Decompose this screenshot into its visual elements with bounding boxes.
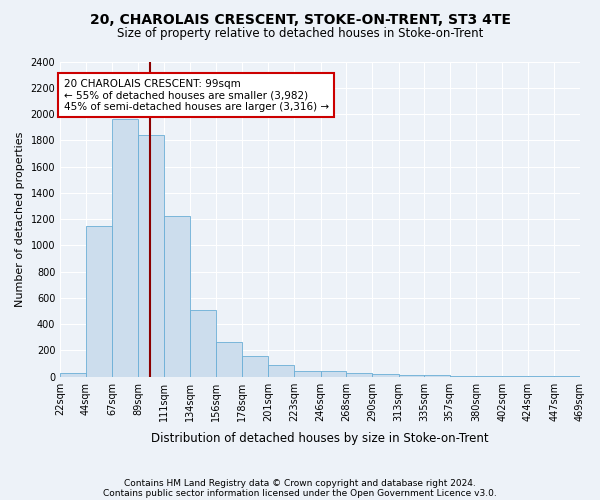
Bar <box>398 374 424 376</box>
Bar <box>320 372 346 376</box>
Text: Contains public sector information licensed under the Open Government Licence v3: Contains public sector information licen… <box>103 488 497 498</box>
Bar <box>242 356 268 376</box>
Bar <box>60 372 86 376</box>
Bar <box>164 216 190 376</box>
Text: 20, CHAROLAIS CRESCENT, STOKE-ON-TRENT, ST3 4TE: 20, CHAROLAIS CRESCENT, STOKE-ON-TRENT, … <box>89 12 511 26</box>
Bar <box>268 366 294 376</box>
Bar <box>294 370 320 376</box>
Y-axis label: Number of detached properties: Number of detached properties <box>15 132 25 307</box>
Bar <box>138 135 164 376</box>
Text: 20 CHAROLAIS CRESCENT: 99sqm
← 55% of detached houses are smaller (3,982)
45% of: 20 CHAROLAIS CRESCENT: 99sqm ← 55% of de… <box>64 78 329 112</box>
Bar <box>372 374 398 376</box>
X-axis label: Distribution of detached houses by size in Stoke-on-Trent: Distribution of detached houses by size … <box>151 432 489 445</box>
Text: Contains HM Land Registry data © Crown copyright and database right 2024.: Contains HM Land Registry data © Crown c… <box>124 478 476 488</box>
Bar <box>190 310 216 376</box>
Bar <box>112 120 138 376</box>
Bar <box>216 342 242 376</box>
Bar <box>346 374 372 376</box>
Bar <box>86 226 112 376</box>
Text: Size of property relative to detached houses in Stoke-on-Trent: Size of property relative to detached ho… <box>117 28 483 40</box>
